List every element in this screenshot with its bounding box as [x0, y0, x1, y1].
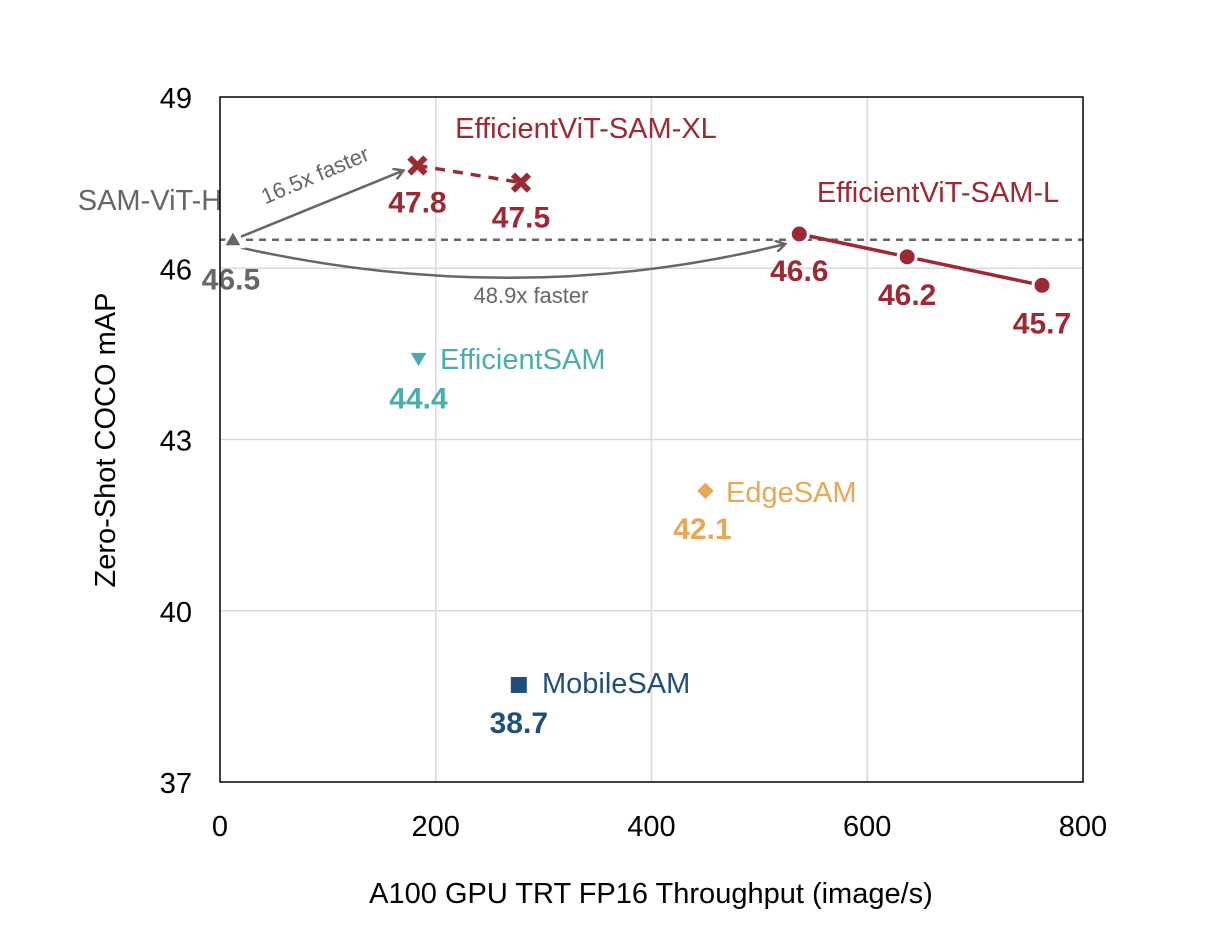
series-efficientvit-sam-xl: 47.8 47.5 EfficientViT-SAM-XL	[388, 113, 717, 235]
series-edgesam: 42.1 EdgeSAM	[673, 477, 856, 546]
data-label: 46.5	[202, 264, 260, 297]
tick-labels: 0 200 400 600 800 37 40 43 46 49	[160, 83, 1107, 843]
x-tick-label: 0	[212, 811, 228, 843]
data-label: 46.2	[878, 279, 936, 312]
annotation-16x: 16.5x faster	[257, 141, 373, 209]
series-efficientvit-sam-l: 46.6 46.2 45.7 EfficientViT-SAM-L	[770, 177, 1071, 340]
series-mobilesam: 38.7 MobileSAM	[490, 668, 691, 740]
arrow-16x	[240, 171, 403, 238]
x-axis-label: A100 GPU TRT FP16 Throughput (image/s)	[369, 878, 933, 910]
data-label: 46.6	[770, 255, 828, 288]
circle-marker	[1031, 274, 1053, 296]
series-sam-vit-h: 46.5 SAM-ViT-H	[78, 185, 260, 297]
data-label: 47.5	[492, 202, 550, 235]
y-tick-label: 49	[160, 83, 192, 115]
circle-marker	[896, 246, 918, 268]
series-name-label: EdgeSAM	[726, 477, 857, 509]
series-efficientsam: 44.4 EfficientSAM	[389, 344, 605, 416]
annotation-48x: 48.9x faster	[474, 283, 589, 308]
circle-marker	[788, 223, 810, 245]
x-tick-label: 400	[627, 811, 675, 843]
y-tick-label: 40	[160, 597, 192, 629]
diamond-marker	[693, 479, 718, 503]
series-name-label: EfficientSAM	[440, 344, 605, 376]
series-name-label: SAM-ViT-H	[78, 185, 222, 217]
x-tick-label: 800	[1059, 811, 1107, 843]
plot-frame	[219, 96, 1084, 783]
x-tick-label: 200	[412, 811, 460, 843]
x-marker	[407, 155, 428, 176]
y-tick-label: 43	[160, 426, 192, 458]
triangle-down-marker	[406, 350, 431, 372]
data-label: 45.7	[1013, 307, 1071, 340]
series-name-label: EfficientViT-SAM-L	[817, 177, 1059, 209]
data-label: 47.8	[388, 187, 446, 220]
series-line	[798, 232, 1043, 288]
x-marker	[510, 172, 532, 193]
y-tick-label: 37	[160, 768, 192, 800]
data-label: 38.7	[490, 707, 548, 740]
x-tick-label: 600	[843, 811, 891, 843]
y-tick-label: 46	[160, 254, 192, 286]
y-axis-label: Zero-Shot COCO mAP	[90, 293, 122, 588]
data-label: 44.4	[389, 383, 448, 416]
arrow-48x	[240, 244, 785, 280]
series-line	[417, 163, 522, 185]
triangle-up-marker	[220, 226, 246, 249]
series-group: 46.5 SAM-ViT-H 47.8 47.5 EfficientViT-SAM-XL…	[78, 113, 1071, 740]
data-label: 42.1	[673, 513, 731, 546]
series-name-label: EfficientViT-SAM-XL	[455, 113, 717, 145]
series-name-label: MobileSAM	[542, 668, 690, 700]
square-marker	[508, 674, 529, 695]
